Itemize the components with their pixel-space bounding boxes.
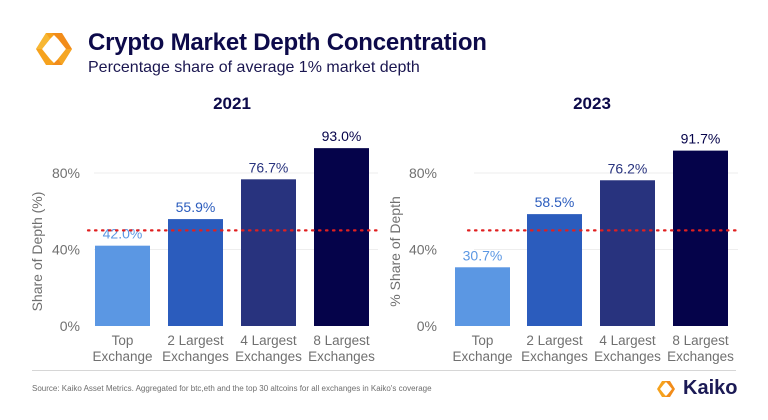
chart-2023-x-tick-label: Exchange (452, 349, 512, 364)
chart-2021-y-tick-label: 40% (52, 242, 80, 258)
chart-2023-y-tick-label: 0% (417, 318, 437, 334)
chart-2021-x-tick-label: 4 Largest (240, 333, 297, 348)
chart-title-2021: 2021 (213, 94, 251, 113)
chart-2023-data-label: 58.5% (535, 194, 575, 210)
brand: Kaiko (655, 377, 737, 400)
chart-2021-bar (314, 148, 369, 326)
chart-2021-x-tick-label: Exchange (92, 349, 152, 364)
chart-2021-data-label: 93.0% (322, 128, 362, 144)
chart-2021-y-tick-label: 0% (60, 318, 80, 334)
chart-2023-data-label: 91.7% (681, 131, 721, 147)
chart-2023-bar (455, 267, 510, 326)
chart-2023-x-tick-label: Top (472, 333, 494, 348)
chart-2023-x-tick-label: Exchanges (594, 349, 661, 364)
chart-2021-x-tick-label: Exchanges (308, 349, 375, 364)
chart-2021-x-tick-label: Top (112, 333, 134, 348)
chart-2021-data-label: 55.9% (176, 199, 216, 215)
chart-2023-x-tick-label: 8 Largest (672, 333, 729, 348)
chart-2023-y-tick-label: 40% (409, 242, 437, 258)
source-note: Source: Kaiko Asset Metrics. Aggregated … (32, 384, 432, 393)
chart-2021-x-tick-label: Exchanges (235, 349, 302, 364)
chart-2023-bar (600, 180, 655, 326)
chart-2023-data-label: 76.2% (608, 160, 648, 176)
chart-2021-data-label: 42.0% (103, 226, 143, 242)
chart-2023-x-tick-label: 2 Largest (526, 333, 583, 348)
chart-2021-y-tick-label: 80% (52, 165, 80, 181)
chart-2023-bar (527, 214, 582, 326)
chart-2023-x-tick-label: Exchanges (667, 349, 734, 364)
chart-title-2023: 2023 (573, 94, 611, 113)
kaiko-brand-icon (657, 380, 675, 397)
chart-2023-y-axis-label: % Share of Depth (387, 196, 403, 307)
page-title: Crypto Market Depth Concentration (88, 29, 487, 56)
chart-2021-x-tick-label: 2 Largest (167, 333, 224, 348)
chart-2023-x-tick-label: 4 Largest (599, 333, 656, 348)
chart-2021-bar (95, 245, 150, 326)
chart-2021-x-tick-label: 8 Largest (313, 333, 370, 348)
chart-2021-bar (241, 179, 296, 326)
chart-2023-data-label: 30.7% (463, 247, 503, 263)
chart-2023-x-tick-label: Exchanges (521, 349, 588, 364)
footer-divider (32, 370, 736, 371)
chart-2021-data-label: 76.7% (249, 159, 289, 175)
chart-2021-x-tick-label: Exchanges (162, 349, 229, 364)
kaiko-logo-icon (36, 33, 72, 65)
brand-name: Kaiko (683, 377, 738, 399)
chart-2021-bar (168, 219, 223, 326)
chart-2021-y-axis-label: Share of Depth (%) (29, 192, 45, 312)
chart-2023-bar (673, 150, 728, 326)
chart-2023-y-tick-label: 80% (409, 165, 437, 181)
page-subtitle: Percentage share of average 1% market de… (88, 59, 420, 76)
